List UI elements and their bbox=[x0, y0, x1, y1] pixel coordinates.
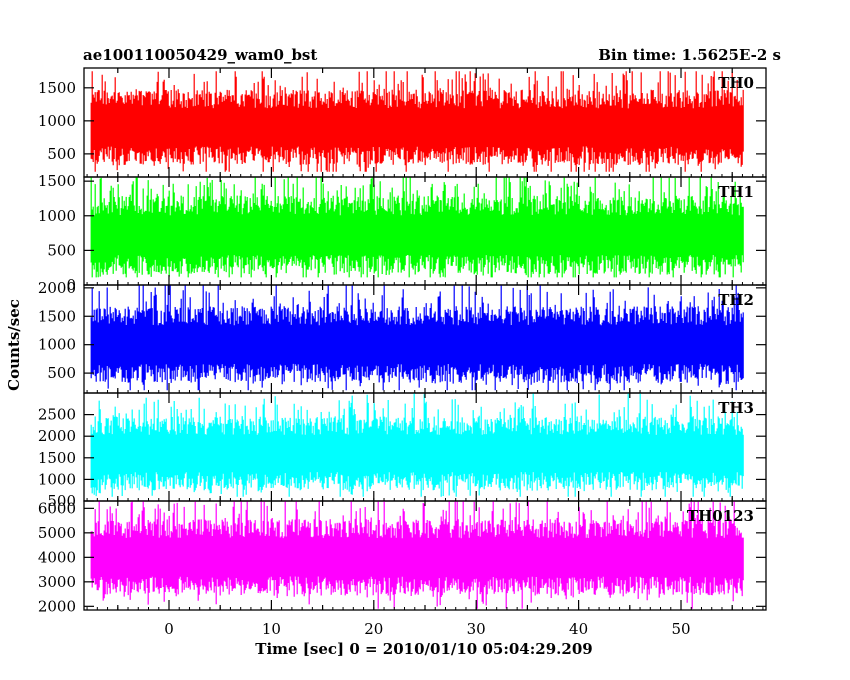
y-tick-label: 2500 bbox=[38, 406, 76, 424]
y-tick-label: 3000 bbox=[38, 573, 76, 591]
y-tick-label: 500 bbox=[47, 145, 76, 163]
series-th1 bbox=[90, 177, 744, 278]
series-th0123 bbox=[90, 501, 744, 609]
panel-th0123: 2000 3000 4000 5000 6000 TH0123 bbox=[38, 499, 767, 615]
chart-title-left: ae100110050429_wam0_bst bbox=[83, 46, 317, 64]
series-th2 bbox=[90, 285, 744, 391]
x-tick-label: 10 bbox=[262, 620, 281, 638]
y-tick-label: 500 bbox=[47, 364, 76, 382]
y-tick-label: 2000 bbox=[38, 597, 76, 615]
y-axis-label: Counts/sec bbox=[5, 299, 23, 391]
y-tick-label: 1500 bbox=[38, 307, 76, 325]
x-tick-label: 40 bbox=[569, 620, 588, 638]
x-tick-label: 0 bbox=[164, 620, 174, 638]
panel-th2: 500 1000 1500 2000 TH2 bbox=[38, 279, 767, 394]
x-tick-label: 20 bbox=[364, 620, 383, 638]
series-th0 bbox=[90, 71, 744, 172]
y-tick-label: 0 bbox=[66, 276, 76, 294]
y-tick-label: 5000 bbox=[38, 524, 76, 542]
y-tick-label: 1500 bbox=[38, 172, 76, 190]
y-tick-label: 1500 bbox=[38, 449, 76, 467]
panel-label: TH0 bbox=[718, 74, 754, 92]
panel-label: TH2 bbox=[718, 291, 754, 309]
y-tick-label: 1500 bbox=[38, 79, 76, 97]
y-tick-label: 2000 bbox=[38, 279, 76, 297]
y-tick-label: 2000 bbox=[38, 427, 76, 445]
panel-label: TH0123 bbox=[687, 507, 754, 525]
panel-th0: 500 1000 1500 TH0 bbox=[38, 67, 767, 178]
panel-th3: 500 1000 1500 2000 2500 TH3 bbox=[38, 392, 767, 510]
y-tick-label: 500 bbox=[47, 492, 76, 510]
panel-label: TH3 bbox=[718, 399, 754, 417]
chart-title-right: Bin time: 1.5625E-2 s bbox=[598, 46, 781, 64]
panel-label: TH1 bbox=[718, 183, 754, 201]
y-tick-label: 500 bbox=[47, 241, 76, 259]
y-tick-label: 1000 bbox=[38, 470, 76, 488]
series-th3 bbox=[90, 393, 744, 497]
x-tick-label: 30 bbox=[467, 620, 486, 638]
y-tick-label: 1000 bbox=[38, 336, 76, 354]
x-axis-label: Time [sec] 0 = 2010/01/10 05:04:29.209 bbox=[255, 640, 592, 658]
x-tick-label: 50 bbox=[671, 620, 690, 638]
y-tick-label: 6000 bbox=[38, 499, 76, 517]
y-tick-label: 1000 bbox=[38, 207, 76, 225]
y-tick-label: 1000 bbox=[38, 112, 76, 130]
panel-th1: 0 500 1000 1500 TH1 bbox=[38, 172, 767, 294]
y-tick-label: 4000 bbox=[38, 548, 76, 566]
